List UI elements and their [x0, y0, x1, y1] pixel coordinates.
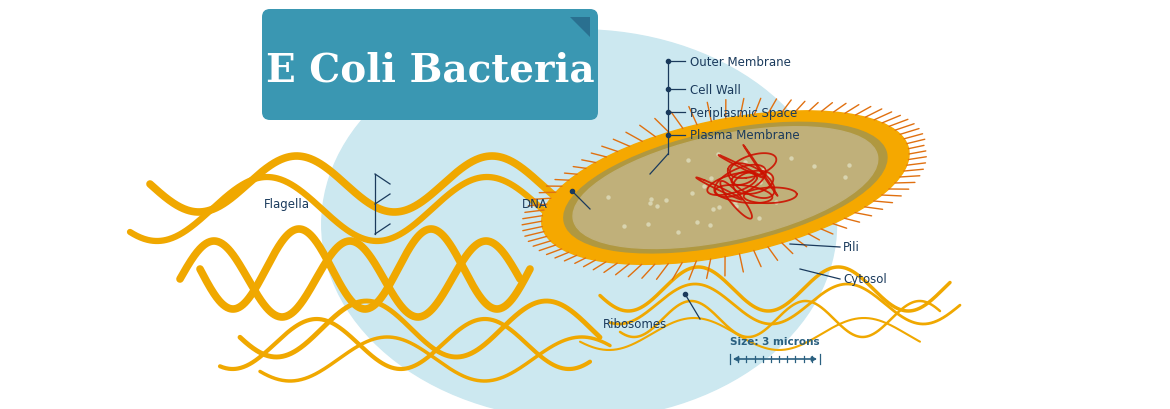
Text: Plasma Membrane: Plasma Membrane — [690, 129, 799, 142]
Text: Size: 3 microns: Size: 3 microns — [730, 336, 820, 346]
Text: Periplasmic Space: Periplasmic Space — [690, 106, 797, 119]
Text: Cell Wall: Cell Wall — [690, 83, 741, 96]
Ellipse shape — [542, 112, 909, 265]
Text: Pili: Pili — [844, 241, 860, 254]
Ellipse shape — [322, 31, 837, 409]
Text: Flagella: Flagella — [264, 198, 310, 211]
Text: Cytosol: Cytosol — [844, 273, 887, 286]
Text: E Coli Bacteria: E Coli Bacteria — [266, 51, 594, 89]
Text: DNA: DNA — [522, 198, 548, 211]
FancyBboxPatch shape — [262, 10, 598, 121]
Text: Outer Membrane: Outer Membrane — [690, 55, 791, 68]
Ellipse shape — [564, 123, 887, 253]
Text: Ribosomes: Ribosomes — [603, 318, 667, 331]
Ellipse shape — [573, 127, 878, 249]
Polygon shape — [570, 18, 590, 38]
